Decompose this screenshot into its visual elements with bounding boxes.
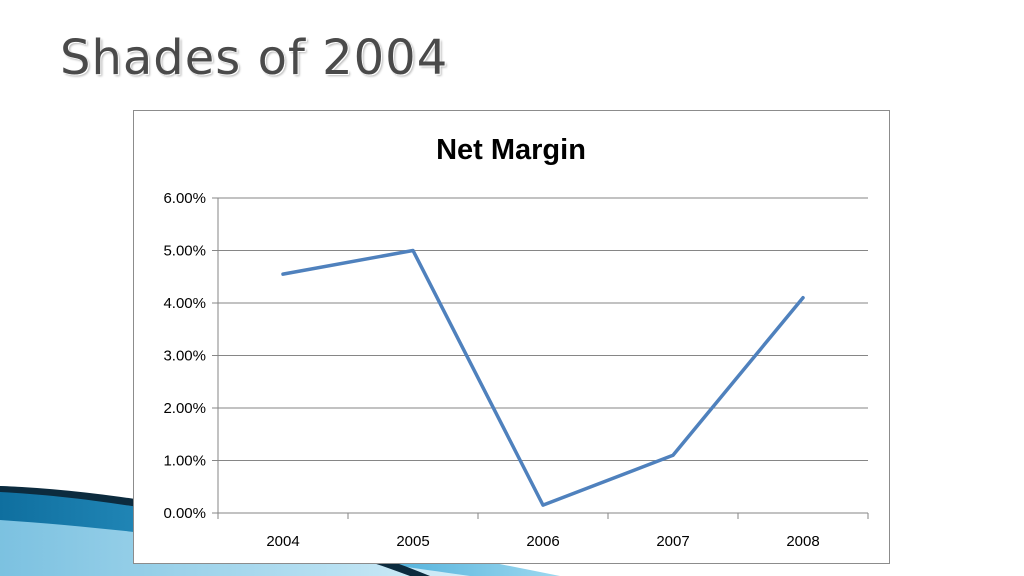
slide-title: Shades of 2004 bbox=[60, 30, 449, 86]
y-tick-label-1: 1.00% bbox=[163, 453, 206, 470]
data-point-2005 bbox=[411, 249, 415, 252]
data-point-2008 bbox=[801, 296, 805, 300]
y-axis-tick-labels: 0.00% 1.00% 2.00% 3.00% 4.00% 5.00% 6.00% bbox=[163, 190, 206, 522]
y-tick-label-6: 6.00% bbox=[163, 190, 206, 207]
y-tick-label-3: 3.00% bbox=[163, 348, 206, 365]
swoosh-dark-stroke bbox=[0, 486, 430, 576]
gridlines bbox=[218, 197, 868, 461]
y-tick-label-0: 0.00% bbox=[163, 505, 206, 522]
y-tick-label-5: 5.00% bbox=[163, 243, 206, 260]
data-point-2004 bbox=[281, 272, 285, 276]
y-tick-label-2: 2.00% bbox=[163, 400, 206, 417]
chart-canvas: Net Margin 0.00% 1.00% 2.00% 3.00% 4.00% 5.00… bbox=[163, 134, 869, 550]
x-tick-label-2004: 2004 bbox=[266, 533, 299, 550]
x-tick-label-2007: 2007 bbox=[656, 533, 689, 550]
data-point-2006 bbox=[541, 503, 545, 507]
series bbox=[281, 248, 805, 507]
data-point-2007 bbox=[671, 453, 675, 457]
chart-title: Net Margin bbox=[436, 134, 586, 166]
x-axis-tick-labels: 2004 2005 2006 2007 2008 bbox=[266, 533, 819, 550]
axes bbox=[212, 197, 869, 519]
y-tick-label-4: 4.00% bbox=[163, 295, 206, 312]
x-tick-label-2008: 2008 bbox=[786, 533, 819, 550]
x-tick-label-2006: 2006 bbox=[526, 533, 559, 550]
net-margin-chart: Net Margin 0.00% 1.00% 2.00% 3.00% 4.00% 5.00… bbox=[133, 110, 890, 564]
x-tick-label-2005: 2005 bbox=[396, 533, 429, 550]
series-line-net-margin bbox=[281, 248, 805, 507]
